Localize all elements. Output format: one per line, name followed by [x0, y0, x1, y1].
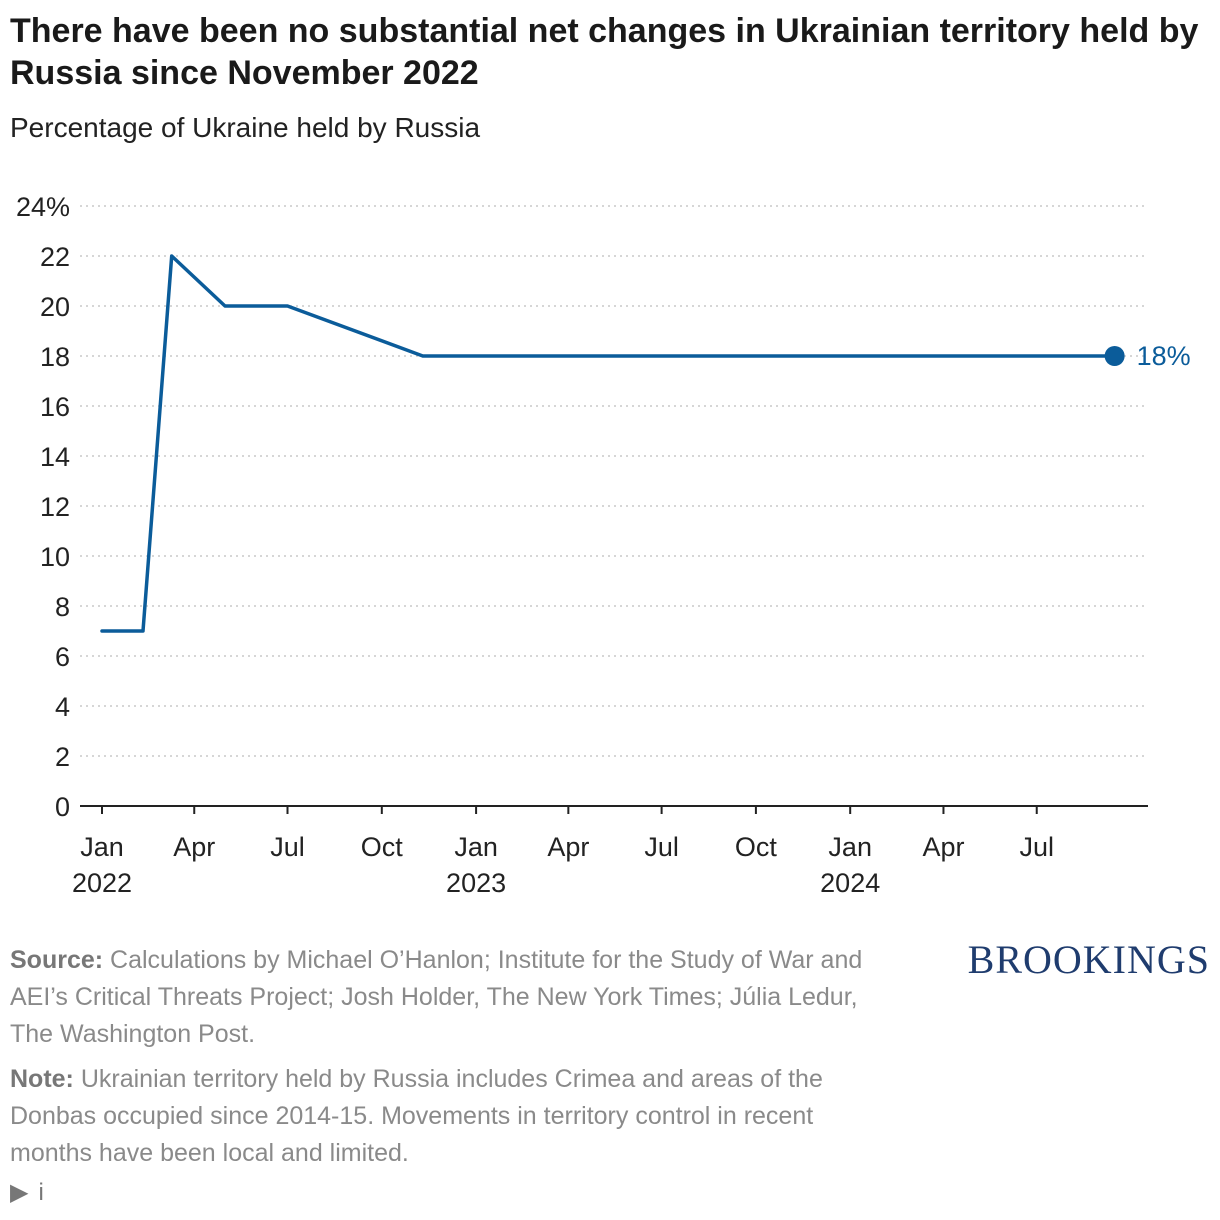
x-tick-label: Oct — [361, 832, 404, 862]
y-axis: 0 2 4 6 8 10 12 14 16 18 20 22 24% — [16, 192, 70, 822]
source-note: Source: Calculations by Michael O’Hanlon… — [10, 942, 890, 1053]
x-tick-label: Oct — [735, 832, 778, 862]
x-tick-year-label: 2024 — [820, 868, 880, 898]
note-text: Ukrainian territory held by Russia inclu… — [10, 1065, 823, 1167]
y-tick-label: 10 — [40, 542, 70, 572]
y-tick-label: 20 — [40, 292, 70, 322]
y-tick-label: 6 — [55, 642, 70, 672]
x-tick-year-label: 2023 — [446, 868, 506, 898]
chart-subtitle: Percentage of Ukraine held by Russia — [10, 112, 481, 143]
y-tick-label: 4 — [55, 692, 70, 722]
x-tick-label: Jul — [270, 832, 305, 862]
series-end-label: 18% — [1137, 341, 1191, 371]
x-tick-label: Jul — [644, 832, 679, 862]
x-tick-year-label: 2022 — [72, 868, 132, 898]
grid-layer — [80, 205, 1148, 757]
play-triangle-icon[interactable]: ▶ — [10, 1179, 29, 1206]
series-end-point — [1104, 346, 1125, 366]
x-tick-label: Jan — [454, 832, 498, 862]
info-toggle[interactable]: ▶ i — [10, 1178, 54, 1207]
footer: Source: Calculations by Michael O’Hanlon… — [10, 942, 890, 1180]
y-tick-label: 0 — [55, 792, 70, 822]
x-tick-label: Apr — [173, 832, 215, 862]
x-tick-label: Jul — [1019, 832, 1054, 862]
info-icon[interactable]: i — [38, 1179, 44, 1206]
y-tick-label: 22 — [40, 242, 70, 272]
y-tick-label: 2 — [55, 742, 70, 772]
chart-title: There have been no substantial net chang… — [10, 12, 1199, 92]
methodology-note: Note: Ukrainian territory held by Russia… — [10, 1061, 890, 1172]
source-text: Calculations by Michael O’Hanlon; Instit… — [10, 946, 863, 1048]
y-tick-label: 8 — [55, 592, 70, 622]
note-label: Note: — [10, 1065, 74, 1093]
y-tick-label: 14 — [40, 442, 70, 472]
series-layer: 18% — [100, 254, 1191, 633]
y-tick-label: 16 — [40, 392, 70, 422]
brookings-logo: BROOKINGS — [967, 937, 1210, 982]
x-tick-label: Apr — [547, 832, 589, 862]
x-tick-label: Apr — [922, 832, 964, 862]
x-tick-label: Jan — [80, 832, 124, 862]
x-tick-label: Jan — [828, 832, 872, 862]
y-tick-label: 24% — [16, 192, 70, 222]
source-label: Source: — [10, 946, 104, 974]
y-tick-label: 12 — [40, 492, 70, 522]
y-tick-label: 18 — [40, 342, 70, 372]
series-line — [100, 254, 1117, 633]
x-axis: Jan 2022 Apr Jul Oct Jan 2023 Apr Jul Oct Jan 2024 A… — [72, 805, 1148, 898]
